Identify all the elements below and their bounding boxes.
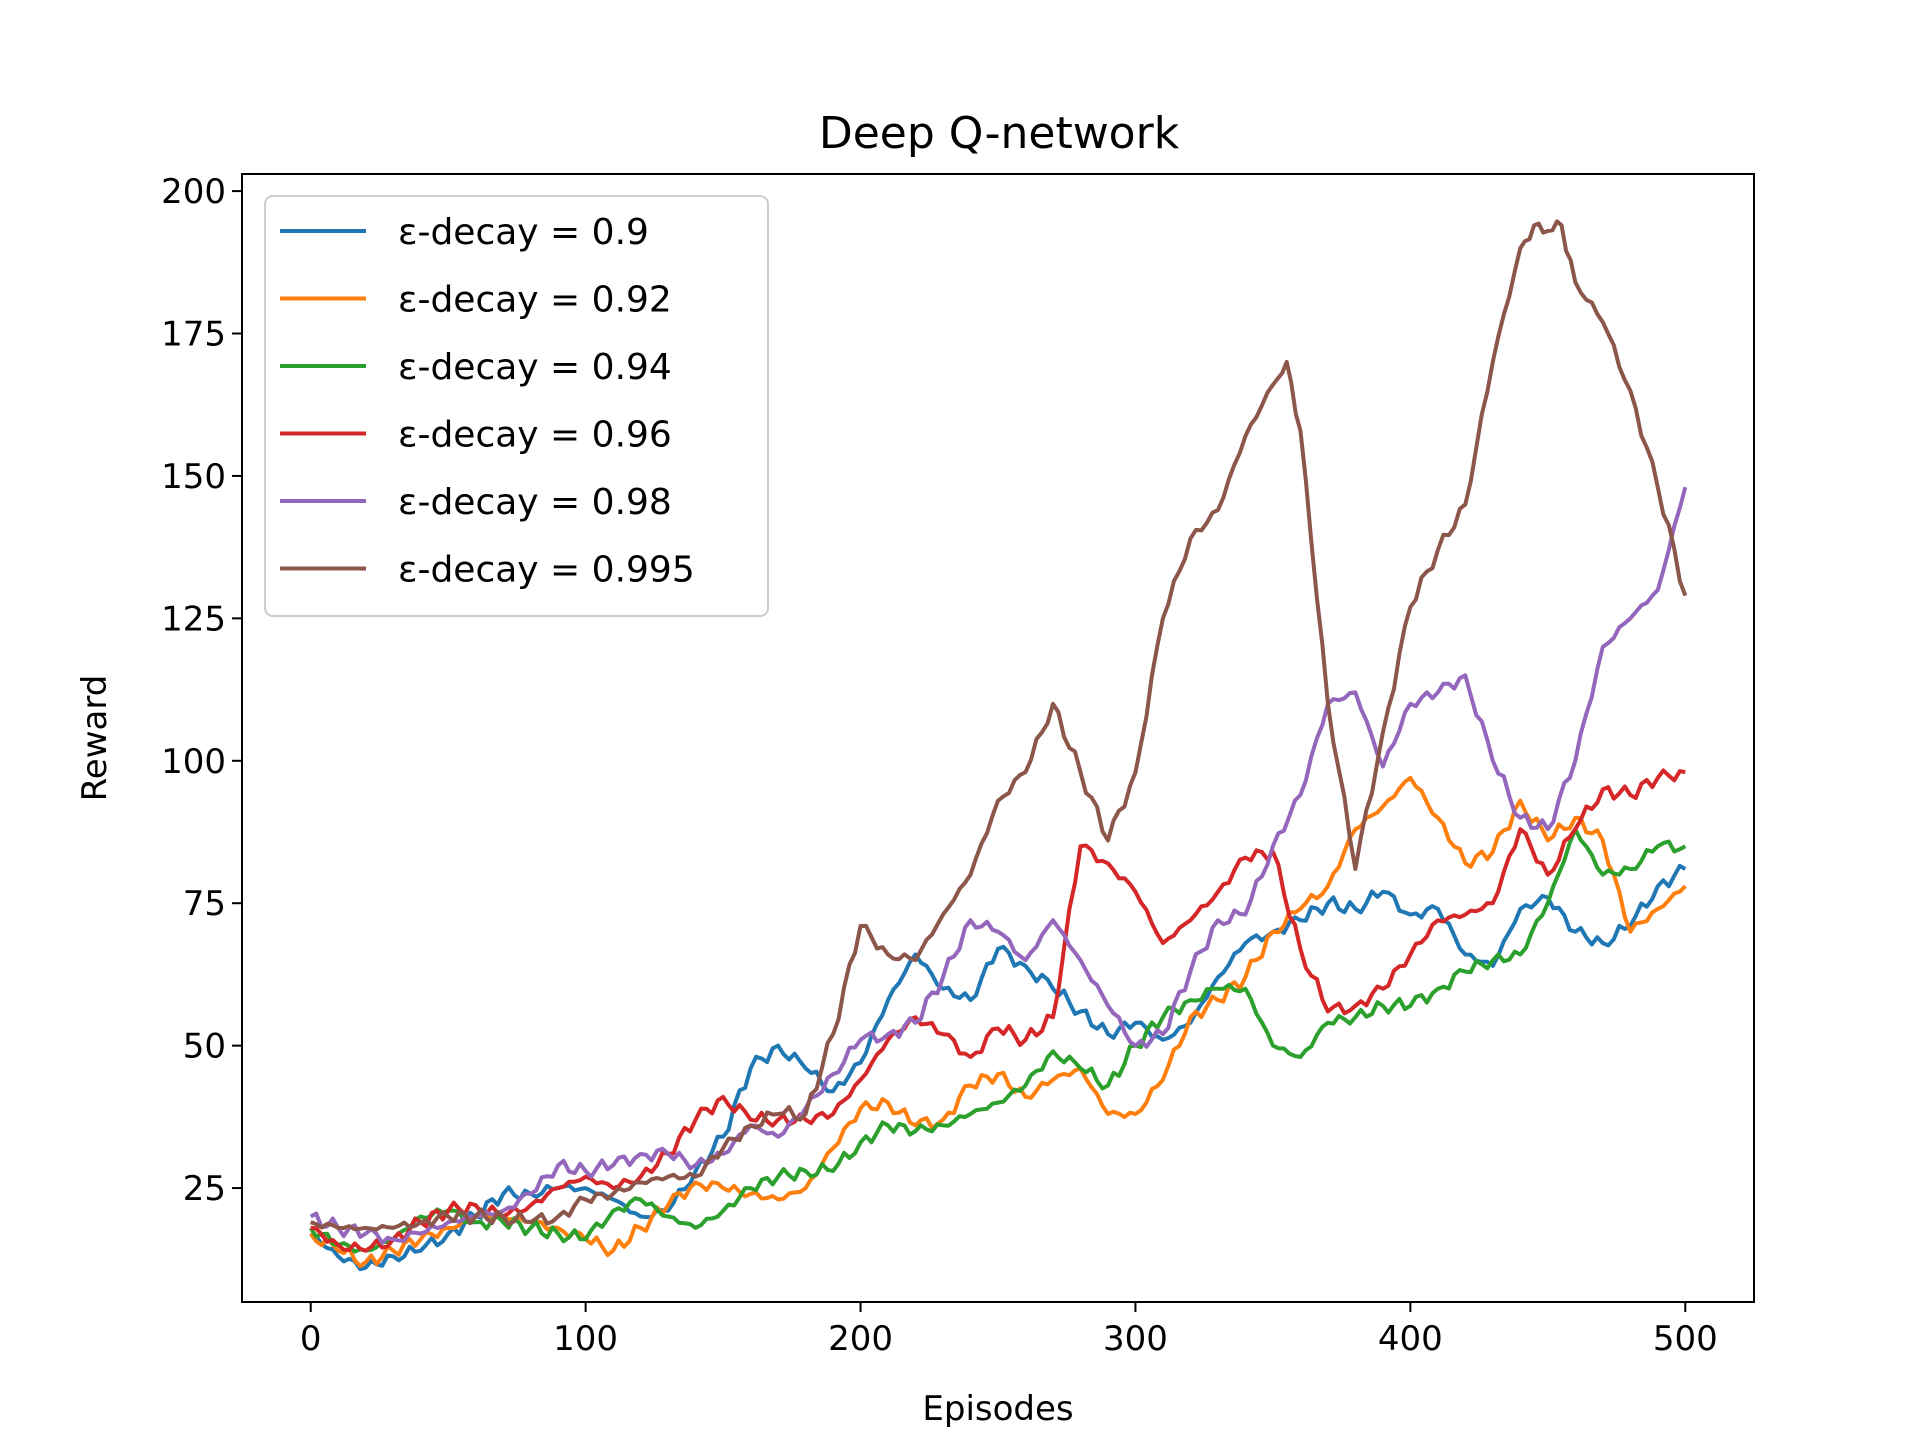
x-axis-label: Episodes	[922, 1389, 1073, 1429]
x-tick-label: 0	[300, 1319, 322, 1359]
legend-items: ε-decay = 0.9 ε-decay = 0.92 ε-decay = 0.9…	[280, 212, 695, 591]
series-lines	[309, 219, 1688, 1272]
y-tick-label: 75	[183, 884, 226, 924]
series-line-2	[309, 827, 1687, 1254]
series-line-1	[309, 775, 1687, 1269]
x-axis: 0 100 200 300 400 500	[300, 1302, 1718, 1359]
legend-label: ε-decay = 0.9	[398, 212, 649, 253]
y-axis-label: Reward	[75, 675, 115, 802]
legend-label: ε-decay = 0.94	[398, 347, 672, 388]
y-tick-label: 150	[161, 457, 226, 497]
plot-frame	[241, 173, 1755, 1303]
y-tick-label: 200	[161, 172, 226, 212]
plot-area	[241, 173, 1755, 1303]
x-tick-label: 300	[1103, 1319, 1168, 1359]
series-line-4	[309, 486, 1688, 1245]
y-tick-label: 100	[161, 742, 226, 782]
legend-box	[264, 195, 769, 617]
series-line-5	[310, 219, 1688, 1232]
chart-title: Deep Q-network	[819, 108, 1180, 159]
y-tick-label: 25	[183, 1169, 226, 1209]
legend-label: ε-decay = 0.995	[398, 550, 695, 591]
y-tick-label: 125	[161, 599, 226, 639]
x-tick-label: 500	[1653, 1319, 1718, 1359]
series-line-0	[309, 863, 1687, 1272]
x-tick-label: 400	[1378, 1319, 1443, 1359]
y-tick-label: 50	[183, 1027, 226, 1067]
series-line-3	[310, 768, 1686, 1253]
y-tick-label: 175	[161, 315, 226, 355]
y-axis: 25 50 75 100 125 150 175 200	[161, 172, 242, 1209]
legend-label: ε-decay = 0.92	[398, 280, 672, 321]
legend-label: ε-decay = 0.98	[398, 482, 672, 523]
legend: ε-decay = 0.9 ε-decay = 0.92 ε-decay = 0.9…	[264, 195, 769, 617]
x-tick-label: 200	[828, 1319, 893, 1359]
legend-label: ε-decay = 0.96	[398, 415, 672, 456]
x-tick-label: 100	[553, 1319, 618, 1359]
